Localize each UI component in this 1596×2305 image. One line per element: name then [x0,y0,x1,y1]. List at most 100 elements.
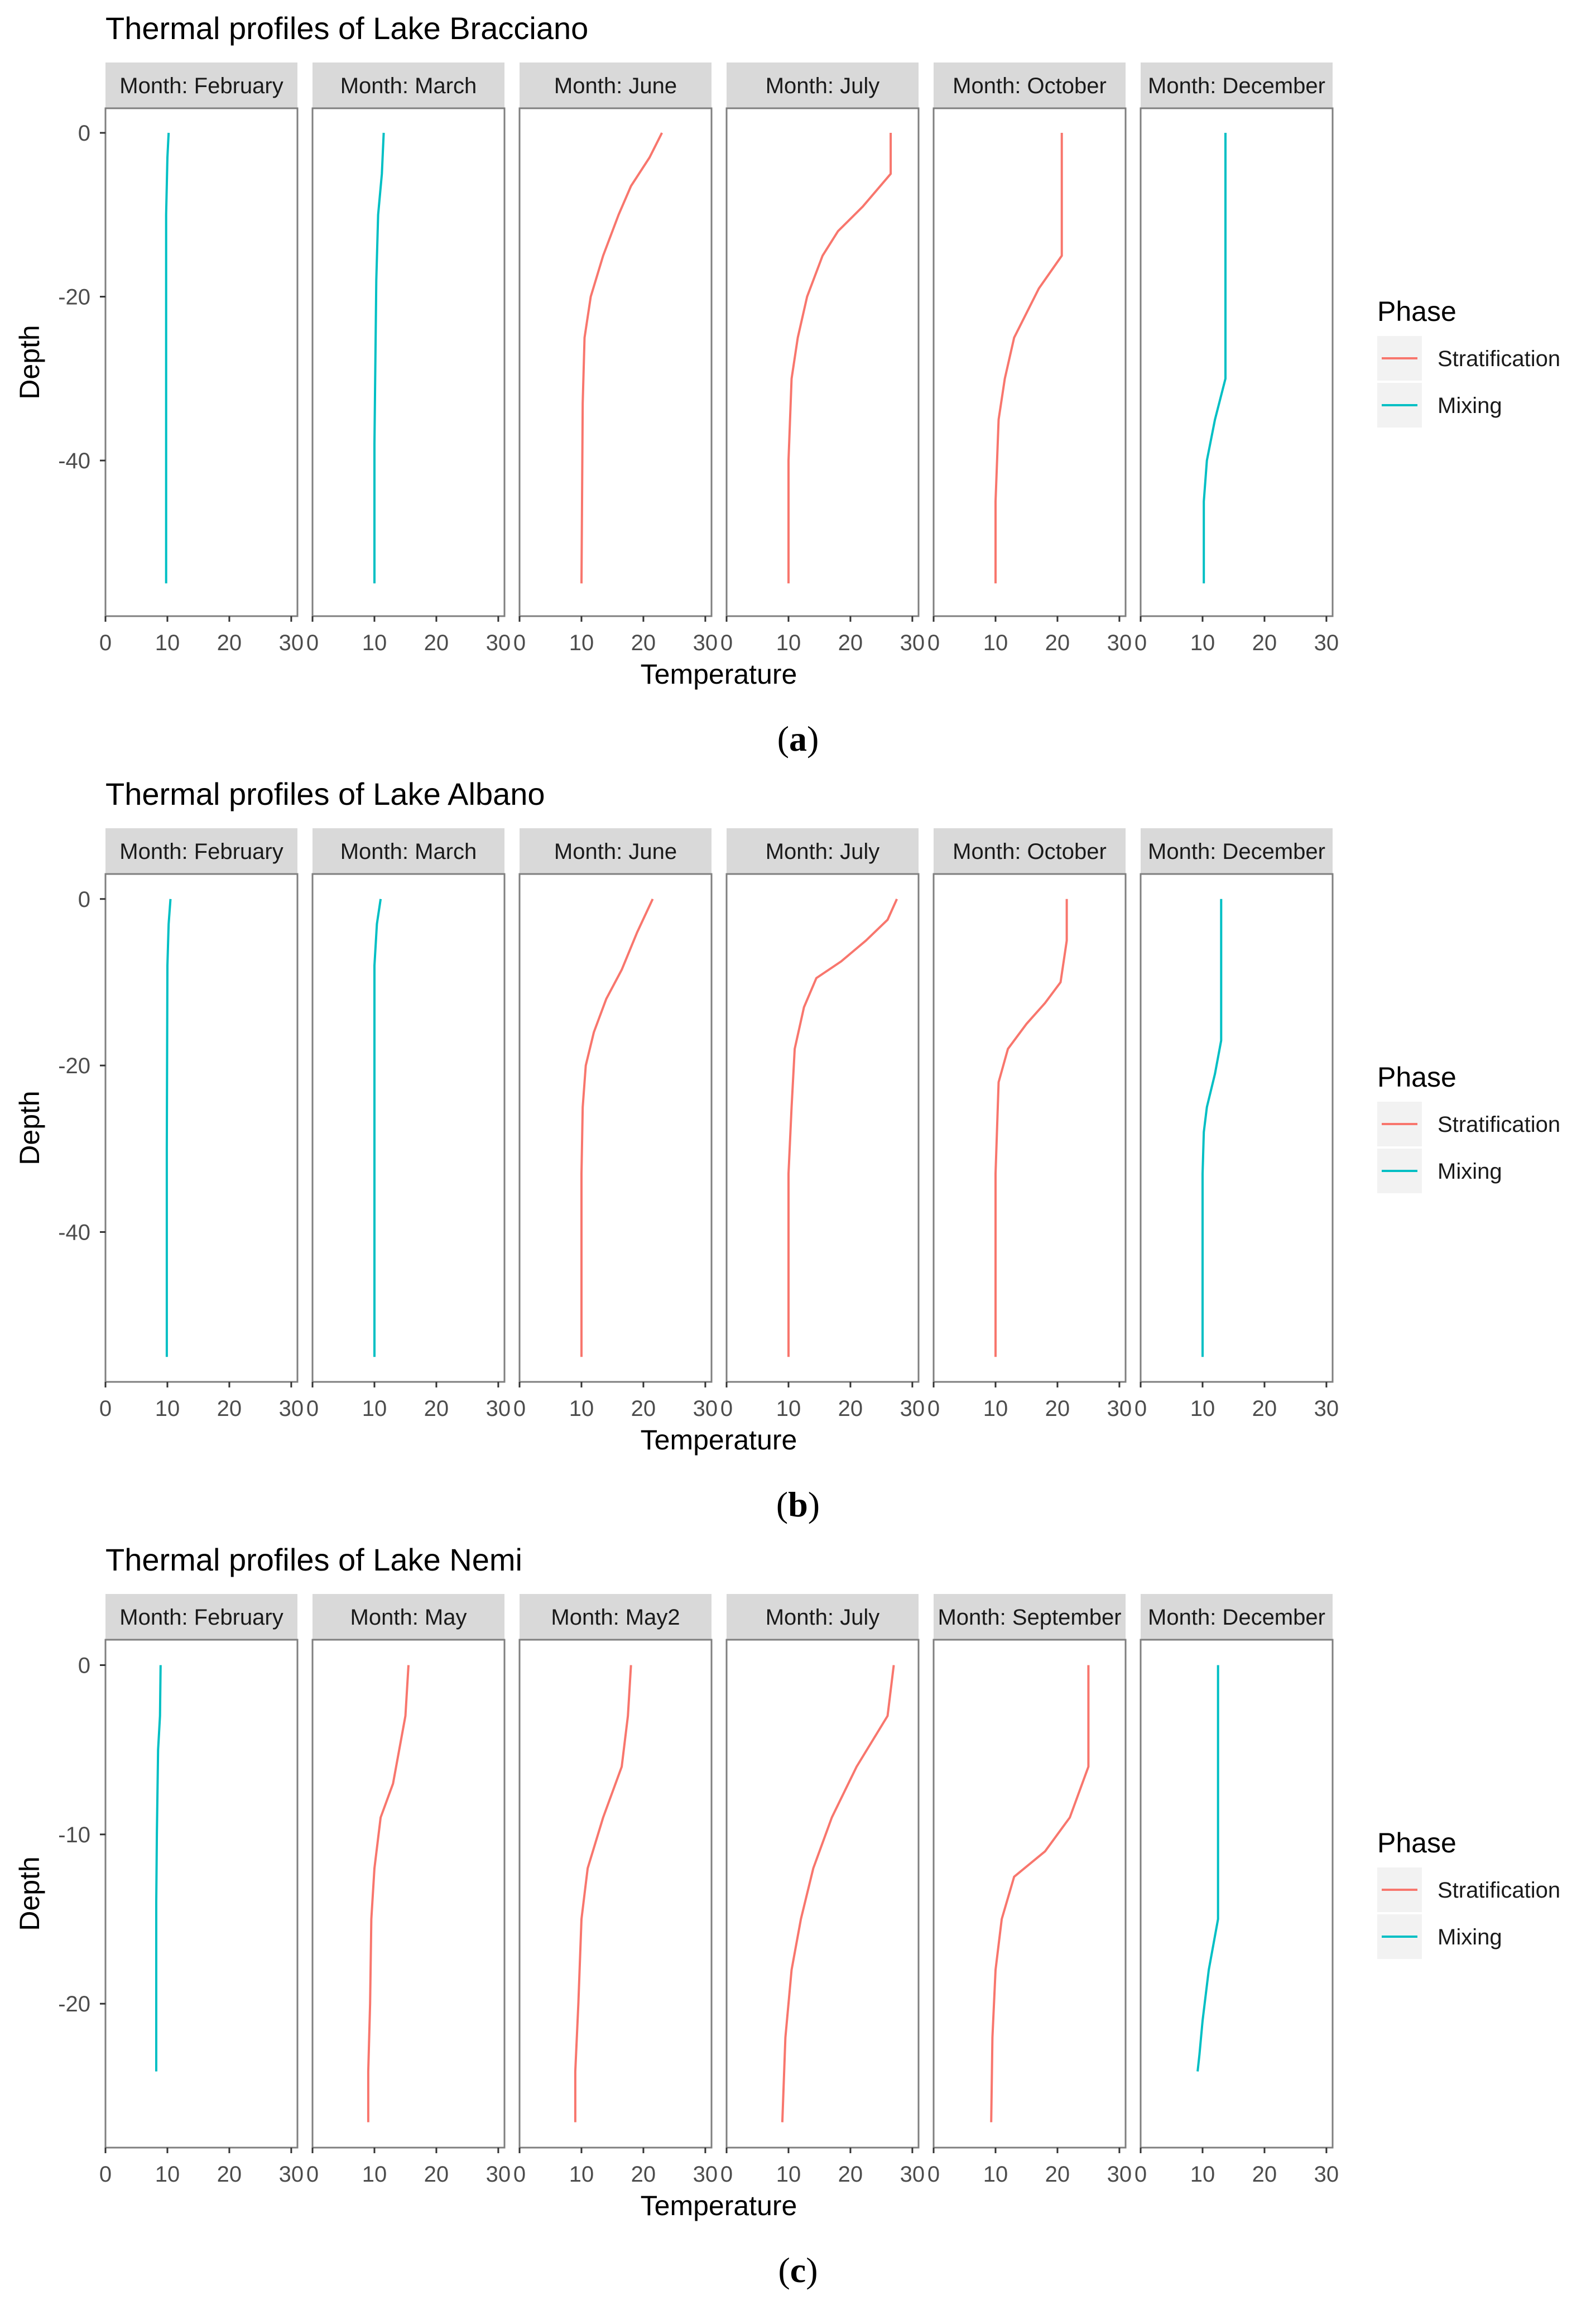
facet-strip-label: Month: February [119,74,283,98]
x-tick-label: 10 [362,1396,387,1421]
chart-title: Thermal profiles of Lake Nemi [105,1542,522,1577]
x-tick-label: 0 [99,1396,112,1421]
x-tick-label: 20 [1252,631,1277,655]
x-axis-title: Temperature [641,659,797,690]
panel-border [725,873,920,1383]
profile-line-mixing [1203,133,1227,584]
panel-border [1140,1639,1334,2149]
panel-border [1140,873,1334,1383]
facet-panel: Month: May2 0 10 20 30 [513,1594,718,2187]
facet-strip-label: Month: July [766,74,880,98]
legend-label: Mixing [1438,1159,1502,1184]
x-tick-label: 0 [306,631,319,655]
facet-strip-label: Month: February [119,839,283,864]
facet-panel: Month: June 0 10 20 30 [513,63,718,655]
legend-label: Stratification [1438,1878,1560,1903]
x-tick-label: 10 [983,1396,1008,1421]
facet-panel: Month: December 0 10 20 30 [1134,63,1339,655]
x-tick-label: 30 [1314,1396,1339,1421]
facet-strip-label: Month: July [766,1605,880,1630]
facet-panel: Month: October 0 10 20 30 [927,63,1132,655]
facet-strip-label: Month: December [1148,839,1325,864]
x-tick-label: 30 [693,2162,718,2187]
x-tick-label: 0 [1134,2162,1147,2187]
facet-strip-label: Month: October [953,839,1107,864]
legend-title: Phase [1377,1827,1456,1859]
x-tick-label: 30 [693,631,718,655]
facet-strip [105,828,297,874]
profile-line-stratification [994,133,1063,584]
profile-line-mixing [1196,1665,1219,2072]
x-tick-label: 30 [1107,2162,1132,2187]
facet-strip-label: Month: March [340,74,477,98]
x-tick-label: 20 [838,631,863,655]
facet-strip-label: Month: October [953,74,1107,98]
x-axis-title: Temperature [641,2190,797,2221]
x-tick-label: 30 [1107,1396,1132,1421]
facet-strip [313,63,504,108]
caption-close-paren: ) [807,719,819,758]
y-tick-label: -10 [58,1823,90,1847]
facet-panel: Month: May 0 10 20 30 [306,1594,511,2187]
caption-open-paren: ( [778,2250,790,2290]
panel-border [725,107,920,617]
y-tick-label: 0 [78,887,90,912]
facet-strip [520,1594,712,1640]
panel-border [104,873,299,1383]
facet-panel: Month: July 0 10 20 30 [720,828,925,1421]
x-tick-label: 10 [569,631,594,655]
facet-strip [934,63,1126,108]
profile-line-mixing [373,132,385,584]
facet-strip [105,1594,297,1640]
panel-border [311,1639,506,2149]
facet-strip [934,828,1126,874]
x-tick-label: 20 [217,2162,242,2187]
x-tick-label: 0 [513,631,526,655]
profile-line-stratification [781,1665,895,2122]
x-tick-label: 30 [900,631,925,655]
facet-strip [934,1594,1126,1640]
facet-panel: Month: February 0 10 20 30 0 -20 -40 [58,828,304,1421]
profile-line-stratification [367,1665,410,2122]
x-tick-label: 30 [900,2162,925,2187]
x-tick-label: 30 [1107,631,1132,655]
facet-panel: Month: March 0 10 20 30 [306,828,511,1421]
facet-panel: Month: July 0 10 20 30 [720,1594,925,2187]
x-tick-label: 20 [838,1396,863,1421]
facet-strip-label: Month: May2 [551,1605,680,1630]
panel-border [1140,107,1334,617]
x-tick-label: 0 [927,1396,940,1421]
facet-figure-1: Thermal profiles of Lake Bracciano Month:… [14,11,1560,758]
x-tick-label: 20 [424,2162,449,2187]
x-tick-label: 0 [1134,631,1147,655]
x-tick-label: 10 [569,2162,594,2187]
x-tick-label: 0 [306,1396,319,1421]
legend-title: Phase [1377,1062,1456,1093]
x-tick-label: 20 [631,631,656,655]
legend-label: Stratification [1438,1112,1560,1137]
caption-letter: c [790,2250,806,2290]
x-tick-label: 20 [217,631,242,655]
panel-border [932,1639,1127,2149]
profile-line-stratification [574,1665,632,2122]
x-tick-label: 20 [838,2162,863,2187]
facet-strip [313,1594,504,1640]
x-tick-label: 20 [1045,1396,1070,1421]
x-tick-label: 10 [1190,2162,1215,2187]
y-axis-title: Depth [14,1856,45,1931]
facet-strip-label: Month: September [938,1605,1121,1630]
legend-label: Stratification [1438,347,1560,371]
x-tick-label: 10 [983,631,1008,655]
x-tick-label: 20 [1045,631,1070,655]
y-tick-label: -20 [58,285,90,310]
facet-panel: Month: February 0 10 20 30 0 -20 -40 [58,63,304,655]
x-tick-label: 30 [486,1396,511,1421]
legend: Phase Stratification Mixing [1377,1827,1560,1959]
x-tick-label: 20 [1252,1396,1277,1421]
facet-figure-2: Thermal profiles of Lake Albano Month: Fe… [14,776,1560,1524]
x-tick-label: 30 [486,631,511,655]
figure-caption: (a) [777,719,819,758]
panel-border [932,873,1127,1383]
facet-strip-label: Month: December [1148,1605,1325,1630]
